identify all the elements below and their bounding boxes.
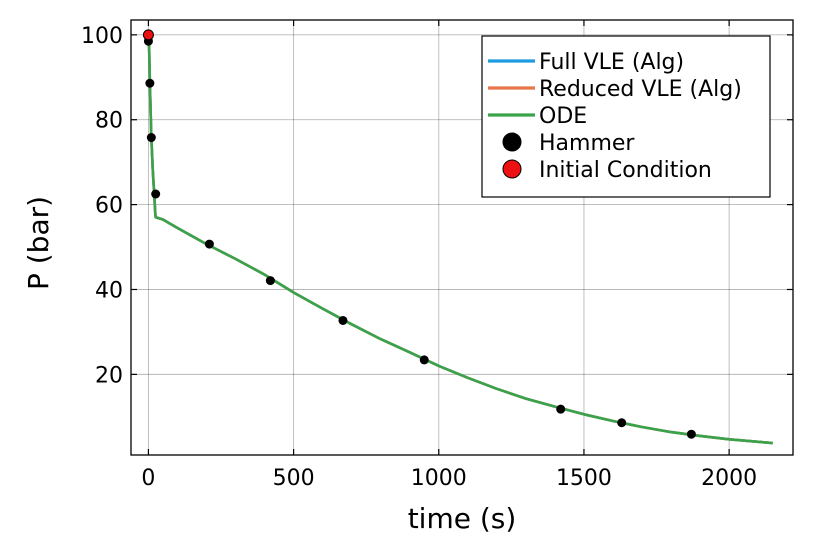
legend-label-hammer: Hammer: [539, 131, 635, 156]
y-tick-label: 20: [95, 363, 123, 388]
point-hammer: [556, 404, 566, 414]
legend-label-reduced-vle-alg: Reduced VLE (Alg): [539, 77, 742, 102]
legend-swatch-hammer: [502, 132, 522, 152]
y-tick-label: 80: [95, 109, 123, 134]
point-hammer: [419, 355, 429, 365]
y-axis-title: P (bar): [22, 196, 55, 290]
point-hammer: [204, 239, 214, 249]
x-tick-label: 1000: [411, 466, 467, 491]
point-hammer: [265, 276, 275, 286]
x-tick-label: 1500: [556, 466, 612, 491]
y-tick-label: 60: [95, 194, 123, 219]
y-axis-ticks: 20 40 60 80 100: [81, 24, 793, 388]
y-tick-label: 100: [81, 24, 123, 49]
legend-label-full-vle-alg: Full VLE (Alg): [539, 50, 684, 75]
x-axis-title: time (s): [408, 502, 517, 535]
series-layer: [142, 29, 773, 445]
point-initial-condition: [142, 29, 154, 41]
x-tick-label: 0: [141, 466, 155, 491]
y-tick-label: 40: [95, 278, 123, 303]
legend-swatch-initial-condition: [502, 159, 522, 179]
legend: Full VLE (Alg)Reduced VLE (Alg)ODEHammer…: [481, 35, 771, 198]
x-tick-label: 500: [273, 466, 315, 491]
x-axis-ticks: 0 500 1000 1500 2000: [141, 20, 757, 491]
legend-label-ode: ODE: [539, 104, 587, 129]
point-hammer: [686, 429, 696, 439]
plot-frame: [130, 19, 794, 456]
legend-label-initial-condition: Initial Condition: [539, 158, 712, 183]
point-hammer: [145, 78, 155, 88]
point-hammer: [617, 418, 627, 428]
point-hammer: [151, 189, 161, 199]
point-hammer: [338, 315, 348, 325]
point-hammer: [146, 133, 156, 143]
x-tick-label: 2000: [701, 466, 757, 491]
